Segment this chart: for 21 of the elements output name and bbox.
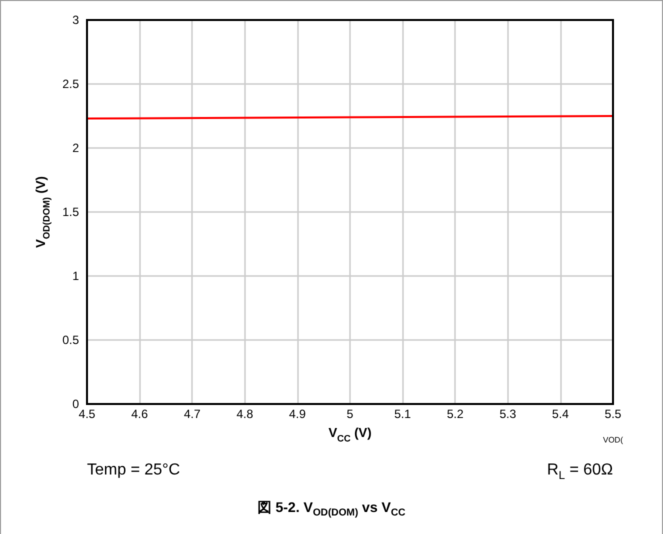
x-tick-label: 5.2 bbox=[446, 407, 464, 421]
x-tick-label: 5.5 bbox=[604, 407, 622, 421]
text: VOD( bbox=[603, 436, 624, 444]
y-tick-label: 2.5 bbox=[62, 77, 80, 91]
y-axis-title: VOD(DOM) (V) bbox=[33, 176, 52, 248]
x-tick-label: 5.3 bbox=[499, 407, 516, 421]
x-tick-label: 5.4 bbox=[552, 407, 570, 421]
text: Temp = 25°C bbox=[87, 462, 180, 478]
x-tick-label: 4.6 bbox=[131, 407, 148, 421]
y-tick-label: 2 bbox=[72, 141, 80, 155]
y-tick-label: 1 bbox=[72, 269, 80, 283]
x-tick-label: 5.1 bbox=[394, 407, 412, 421]
y-tick-label: 0 bbox=[72, 397, 80, 411]
y-tick-label: 1.5 bbox=[62, 205, 80, 219]
x-tick-label: 4.7 bbox=[184, 407, 201, 421]
y-tick-label: 3 bbox=[72, 13, 80, 27]
x-tick-label: 4.9 bbox=[289, 407, 306, 421]
y-tick-label: 0.5 bbox=[62, 333, 80, 347]
x-tick-label: 4.5 bbox=[78, 407, 96, 421]
x-tick-label: 5 bbox=[346, 407, 354, 421]
x-tick-label: 4.8 bbox=[236, 407, 254, 421]
